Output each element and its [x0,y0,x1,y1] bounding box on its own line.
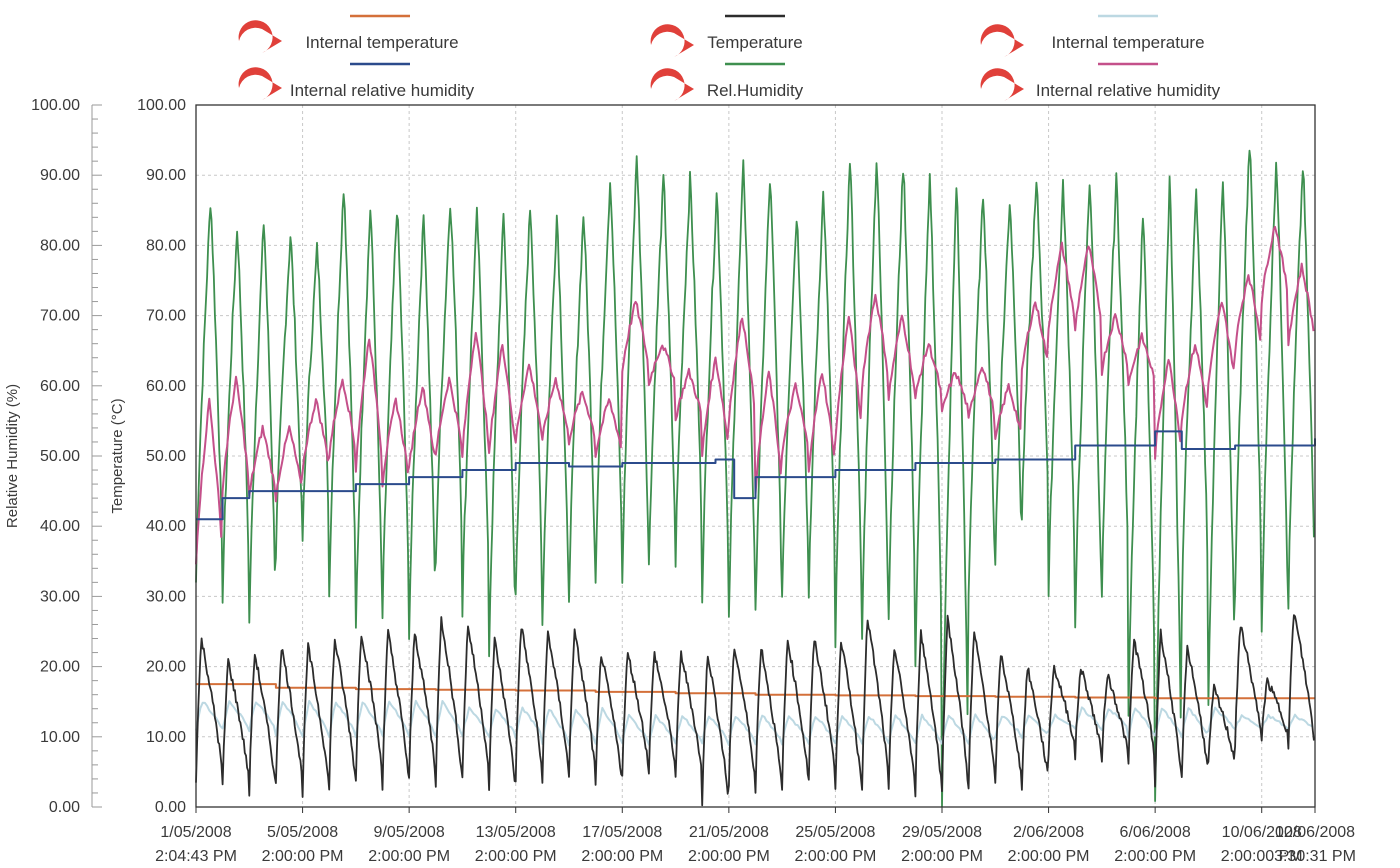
y-tick-label-temperature: 90.00 [146,167,186,184]
y-tick-label-temperature: 60.00 [146,378,186,395]
legend-badge-number: 5 [994,38,1001,53]
y-tick-label-humidity: 10.00 [40,729,80,746]
legend-label: Internal relative humidity [1036,81,1221,100]
x-tick-label-time: 2:00:00 PM [795,848,877,865]
legend-badge-number: 3 [664,38,671,53]
legend-badge [980,68,1024,101]
series-line-temperature-3 [195,614,1315,807]
legend-label: Temperature [707,33,802,52]
y-tick-label-temperature: 0.00 [155,799,186,816]
y-tick-label-temperature: 80.00 [146,237,186,254]
y-tick-label-temperature: 50.00 [146,448,186,465]
x-tick-label-date: 17/05/2008 [582,824,662,841]
y-tick-label-humidity: 90.00 [40,167,80,184]
legend-badge [650,68,694,101]
y-tick-label-humidity: 50.00 [40,448,80,465]
y-tick-label-humidity: 40.00 [40,518,80,535]
x-tick-label-time: 2:04:43 PM [155,848,237,865]
x-tick-label-date: 2/06/2008 [1013,824,1084,841]
y-tick-label-humidity: 100.00 [31,97,80,114]
legend-badge-number: 4 [664,82,672,97]
y-tick-label-temperature: 100.00 [137,97,186,114]
x-tick-label-date: 21/05/2008 [689,824,769,841]
x-tick-label-time: 2:00:00 PM [901,848,983,865]
series-line-internal-relative-humidity-2 [196,430,1316,521]
x-tick-label-time: 3:30:31 PM [1274,848,1356,865]
series-line-rel-humidity-4 [195,149,1315,808]
plot-frame [195,104,1316,808]
legend-label: Internal temperature [1051,33,1204,52]
legend: 1 Internal temperature 2 Internal relative … [238,14,1221,101]
series-group [195,149,1316,808]
legend-badge [238,20,282,53]
legend-badge-number: 6 [994,82,1001,97]
series-line-internal-relative-humidity-6 [195,225,1315,565]
y-tick-label-temperature: 40.00 [146,518,186,535]
x-tick-label-time: 2:00:00 PM [1114,848,1196,865]
legend-badge [238,67,282,100]
y-tick-label-temperature: 10.00 [146,729,186,746]
x-tick-label-date: 9/05/2008 [374,824,445,841]
x-tick-label-date: 6/06/2008 [1120,824,1191,841]
y-axis-label-left: Relative Humidity (%) [4,384,21,528]
y-tick-label-humidity: 60.00 [40,378,80,395]
y-tick-label-humidity: 20.00 [40,659,80,676]
legend-badge [980,24,1024,58]
legend-label: Rel.Humidity [707,81,804,100]
x-tick-label-time: 2:00:00 PM [1008,848,1090,865]
x-tick-label-date: 13/05/2008 [476,824,556,841]
x-tick-label-date: 5/05/2008 [267,824,338,841]
y-tick-label-humidity: 70.00 [40,308,80,325]
y-tick-label-temperature: 20.00 [146,659,186,676]
x-tick-label-date: 29/05/2008 [902,824,982,841]
y-tick-label-humidity: 0.00 [49,799,80,816]
legend-badge-number: 2 [252,81,259,96]
x-tick-label-date: 12/06/2008 [1275,824,1355,841]
y-tick-label-temperature: 30.00 [146,588,186,605]
y-axis-label-right: Temperature (°C) [109,398,126,513]
x-tick-label-time: 2:00:00 PM [475,848,557,865]
legend-label: Internal temperature [305,33,458,52]
x-tick-label-time: 2:00:00 PM [368,848,450,865]
x-axis: 1/05/2008 2:04:43 PM 5/05/2008 2:00:00 PM 9/… [155,807,1356,865]
legend-badge [650,24,694,57]
series-line-internal-temperature-5 [195,699,1314,747]
x-tick-label-time: 2:00:00 PM [1221,848,1303,865]
y-tick-label-humidity: 30.00 [40,588,80,605]
legend-badge-number: 1 [252,34,259,49]
series-line-internal-temperature-1 [196,683,1315,700]
left-axis: 0.00 10.00 20.00 30.00 40.00 50.00 60.00 70.00 8… [31,97,102,816]
x-tick-label-date: 1/05/2008 [160,824,231,841]
x-tick-label-time: 2:00:00 PM [262,848,344,865]
y-tick-label-temperature: 70.00 [146,308,186,325]
x-tick-label-time: 2:00:00 PM [688,848,770,865]
x-tick-label-date: 25/05/2008 [795,824,875,841]
right-axis: 0.00 10.00 20.00 30.00 40.00 50.00 60.00 70.00 8… [137,97,186,816]
x-tick-label-time: 2:00:00 PM [581,848,663,865]
legend-label: Internal relative humidity [290,81,475,100]
x-tick-label-date: 10/06/2008 [1222,824,1302,841]
y-tick-label-humidity: 80.00 [40,237,80,254]
